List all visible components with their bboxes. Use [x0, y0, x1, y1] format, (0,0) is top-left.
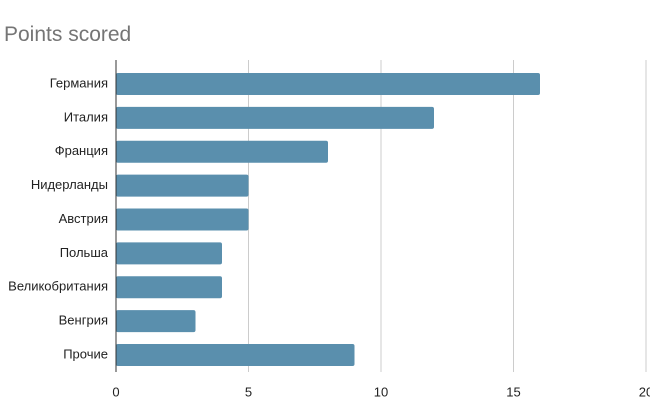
bar	[116, 72, 540, 95]
bar	[116, 242, 222, 265]
y-tick-label: Нидерланды	[31, 177, 108, 192]
y-tick-label: Великобритания	[8, 279, 108, 294]
y-tick-label: Прочие	[63, 346, 108, 361]
y-tick-label: Италия	[64, 109, 108, 124]
bar	[116, 140, 328, 163]
bar	[116, 276, 222, 299]
y-tick-label: Венгрия	[59, 313, 108, 328]
y-tick-label: Австрия	[59, 211, 108, 226]
x-tick-label: 15	[506, 384, 520, 399]
x-tick-label: 10	[374, 384, 388, 399]
y-tick-label: Польша	[60, 245, 109, 260]
chart-title: Points scored	[4, 23, 131, 46]
bar	[116, 208, 249, 231]
bar	[116, 344, 355, 367]
y-tick-label: Франция	[55, 143, 108, 158]
bar	[116, 310, 196, 333]
x-tick-label: 20	[639, 384, 650, 399]
x-tick-label: 5	[245, 384, 252, 399]
x-tick-label: 0	[112, 384, 119, 399]
y-tick-label: Германия	[50, 75, 108, 90]
bar	[116, 174, 249, 197]
bar	[116, 106, 434, 129]
